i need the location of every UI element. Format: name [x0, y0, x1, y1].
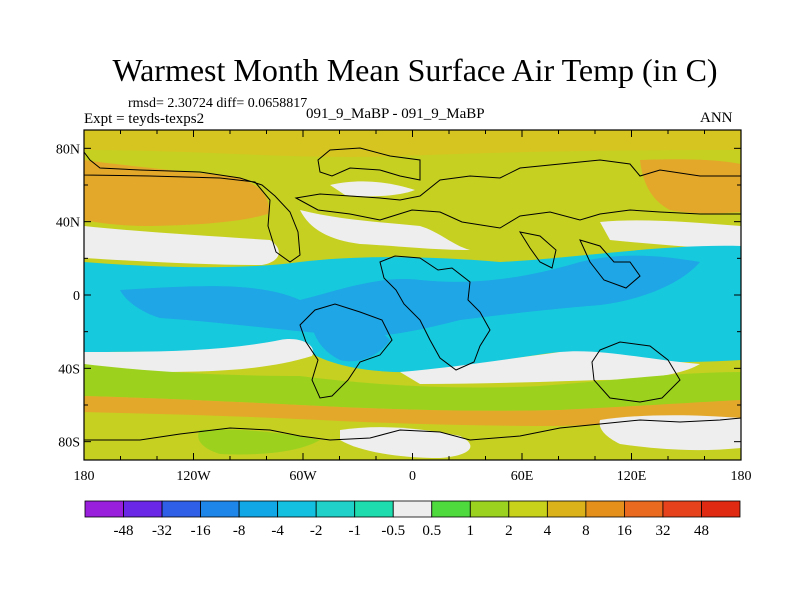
field-green-south: [84, 364, 741, 411]
colorbar-label: 2: [505, 523, 513, 539]
colorbar-label: -0.5: [381, 523, 405, 539]
field-green-antarctic: [198, 429, 320, 455]
field-white-south-pacific: [84, 339, 314, 372]
x-axis: 180 120W 60W 0 60E 120E 180: [74, 130, 752, 484]
colorbar-label: 1: [467, 523, 475, 539]
y-tick-label: 80S: [58, 436, 80, 451]
x-tick-label: 60W: [289, 469, 317, 484]
colorbar-label: 48: [694, 523, 709, 539]
colorbar-box: [84, 500, 124, 518]
coast-africa: [379, 255, 491, 371]
x-tick-label: 120W: [176, 469, 211, 484]
y-tick-label: 40S: [58, 362, 80, 377]
field-white-antarctic: [340, 427, 471, 458]
colorbar-label: -8: [233, 523, 246, 539]
field-blue-tropics: [120, 255, 700, 337]
colorbar-box: [662, 500, 702, 518]
colorbar-label: 0.5: [422, 523, 441, 539]
x-tick-label: 60E: [511, 469, 534, 484]
coast-india: [518, 231, 557, 269]
colorbar-box: [469, 500, 510, 518]
colorbar-box: [315, 500, 356, 518]
colorbar-label: -16: [191, 523, 211, 539]
colorbar-label: -32: [152, 523, 172, 539]
x-tick-label: 120E: [617, 469, 647, 484]
coast-australia: [591, 341, 681, 403]
stats-label: rmsd= 2.30724 diff= 0.0658817: [128, 96, 308, 111]
x-tick-label: 180: [74, 469, 95, 484]
colorbar-label: 8: [582, 523, 590, 539]
field-white-antarctic-e: [599, 415, 741, 451]
field-orange-na: [84, 160, 269, 226]
coastlines: [84, 140, 741, 460]
coast-arctic-islands: [317, 147, 421, 181]
x-tick-label: 0: [409, 469, 416, 484]
field-white-pacific-n: [600, 220, 741, 250]
y-tick-label: 0: [73, 289, 80, 304]
field-white-atlantic: [300, 210, 470, 250]
field-white-south-atlantic: [400, 351, 700, 384]
field-white-north: [84, 226, 279, 265]
y-tick-label: 40N: [56, 216, 80, 231]
colorbar-box: [431, 500, 471, 518]
coast-eurasia: [294, 159, 741, 229]
x-tick-label: 180: [731, 469, 752, 484]
field-white-arctic: [330, 181, 415, 197]
chart-title: Warmest Month Mean Surface Air Temp (in …: [112, 52, 718, 88]
colorbar-label: -48: [114, 523, 134, 539]
experiment-label: Expt = teyds-texps2: [84, 111, 205, 127]
coast-se-asia: [579, 239, 641, 289]
colorbar-label: 16: [617, 523, 633, 539]
colorbar-box: [161, 500, 201, 518]
colorbar-label: 32: [655, 523, 670, 539]
y-axis: 80N 40N 0 40S 80S: [56, 142, 741, 451]
colorbar-box: [200, 500, 240, 518]
difference-label: 091_9_MaBP - 091_9_MaBP: [306, 106, 485, 122]
period-label: ANN: [700, 110, 733, 126]
coast-north-america: [84, 140, 301, 263]
colorbar-box: [277, 500, 317, 518]
colorbar-label: -1: [348, 523, 361, 539]
colorbar-box: [585, 500, 625, 518]
field-yellow-north: [84, 130, 741, 157]
coast-south-america: [299, 303, 393, 399]
temperature-field: [84, 130, 741, 460]
colorbar-box: [238, 500, 279, 518]
y-tick-label: 80N: [56, 142, 80, 157]
colorbar-label: -4: [271, 523, 284, 539]
coast-antarctica: [84, 417, 741, 460]
colorbar-box: [546, 500, 587, 518]
field-orange-asia: [640, 159, 741, 214]
colorbar-box: [354, 500, 394, 518]
colorbar-label: 4: [544, 523, 552, 539]
field-orange-south: [84, 396, 741, 426]
colorbar-box: [123, 500, 163, 518]
field-blue-south: [310, 314, 390, 362]
colorbar: -48 -32 -16 -8 -4 -2 -1 -0.5 0.5 1 2 4 8 16 32 48: [84, 500, 741, 539]
colorbar-box: [508, 500, 548, 518]
colorbar-box: [701, 500, 741, 518]
colorbar-box: [624, 500, 664, 518]
colorbar-box: [392, 500, 433, 518]
colorbar-label: -2: [310, 523, 323, 539]
